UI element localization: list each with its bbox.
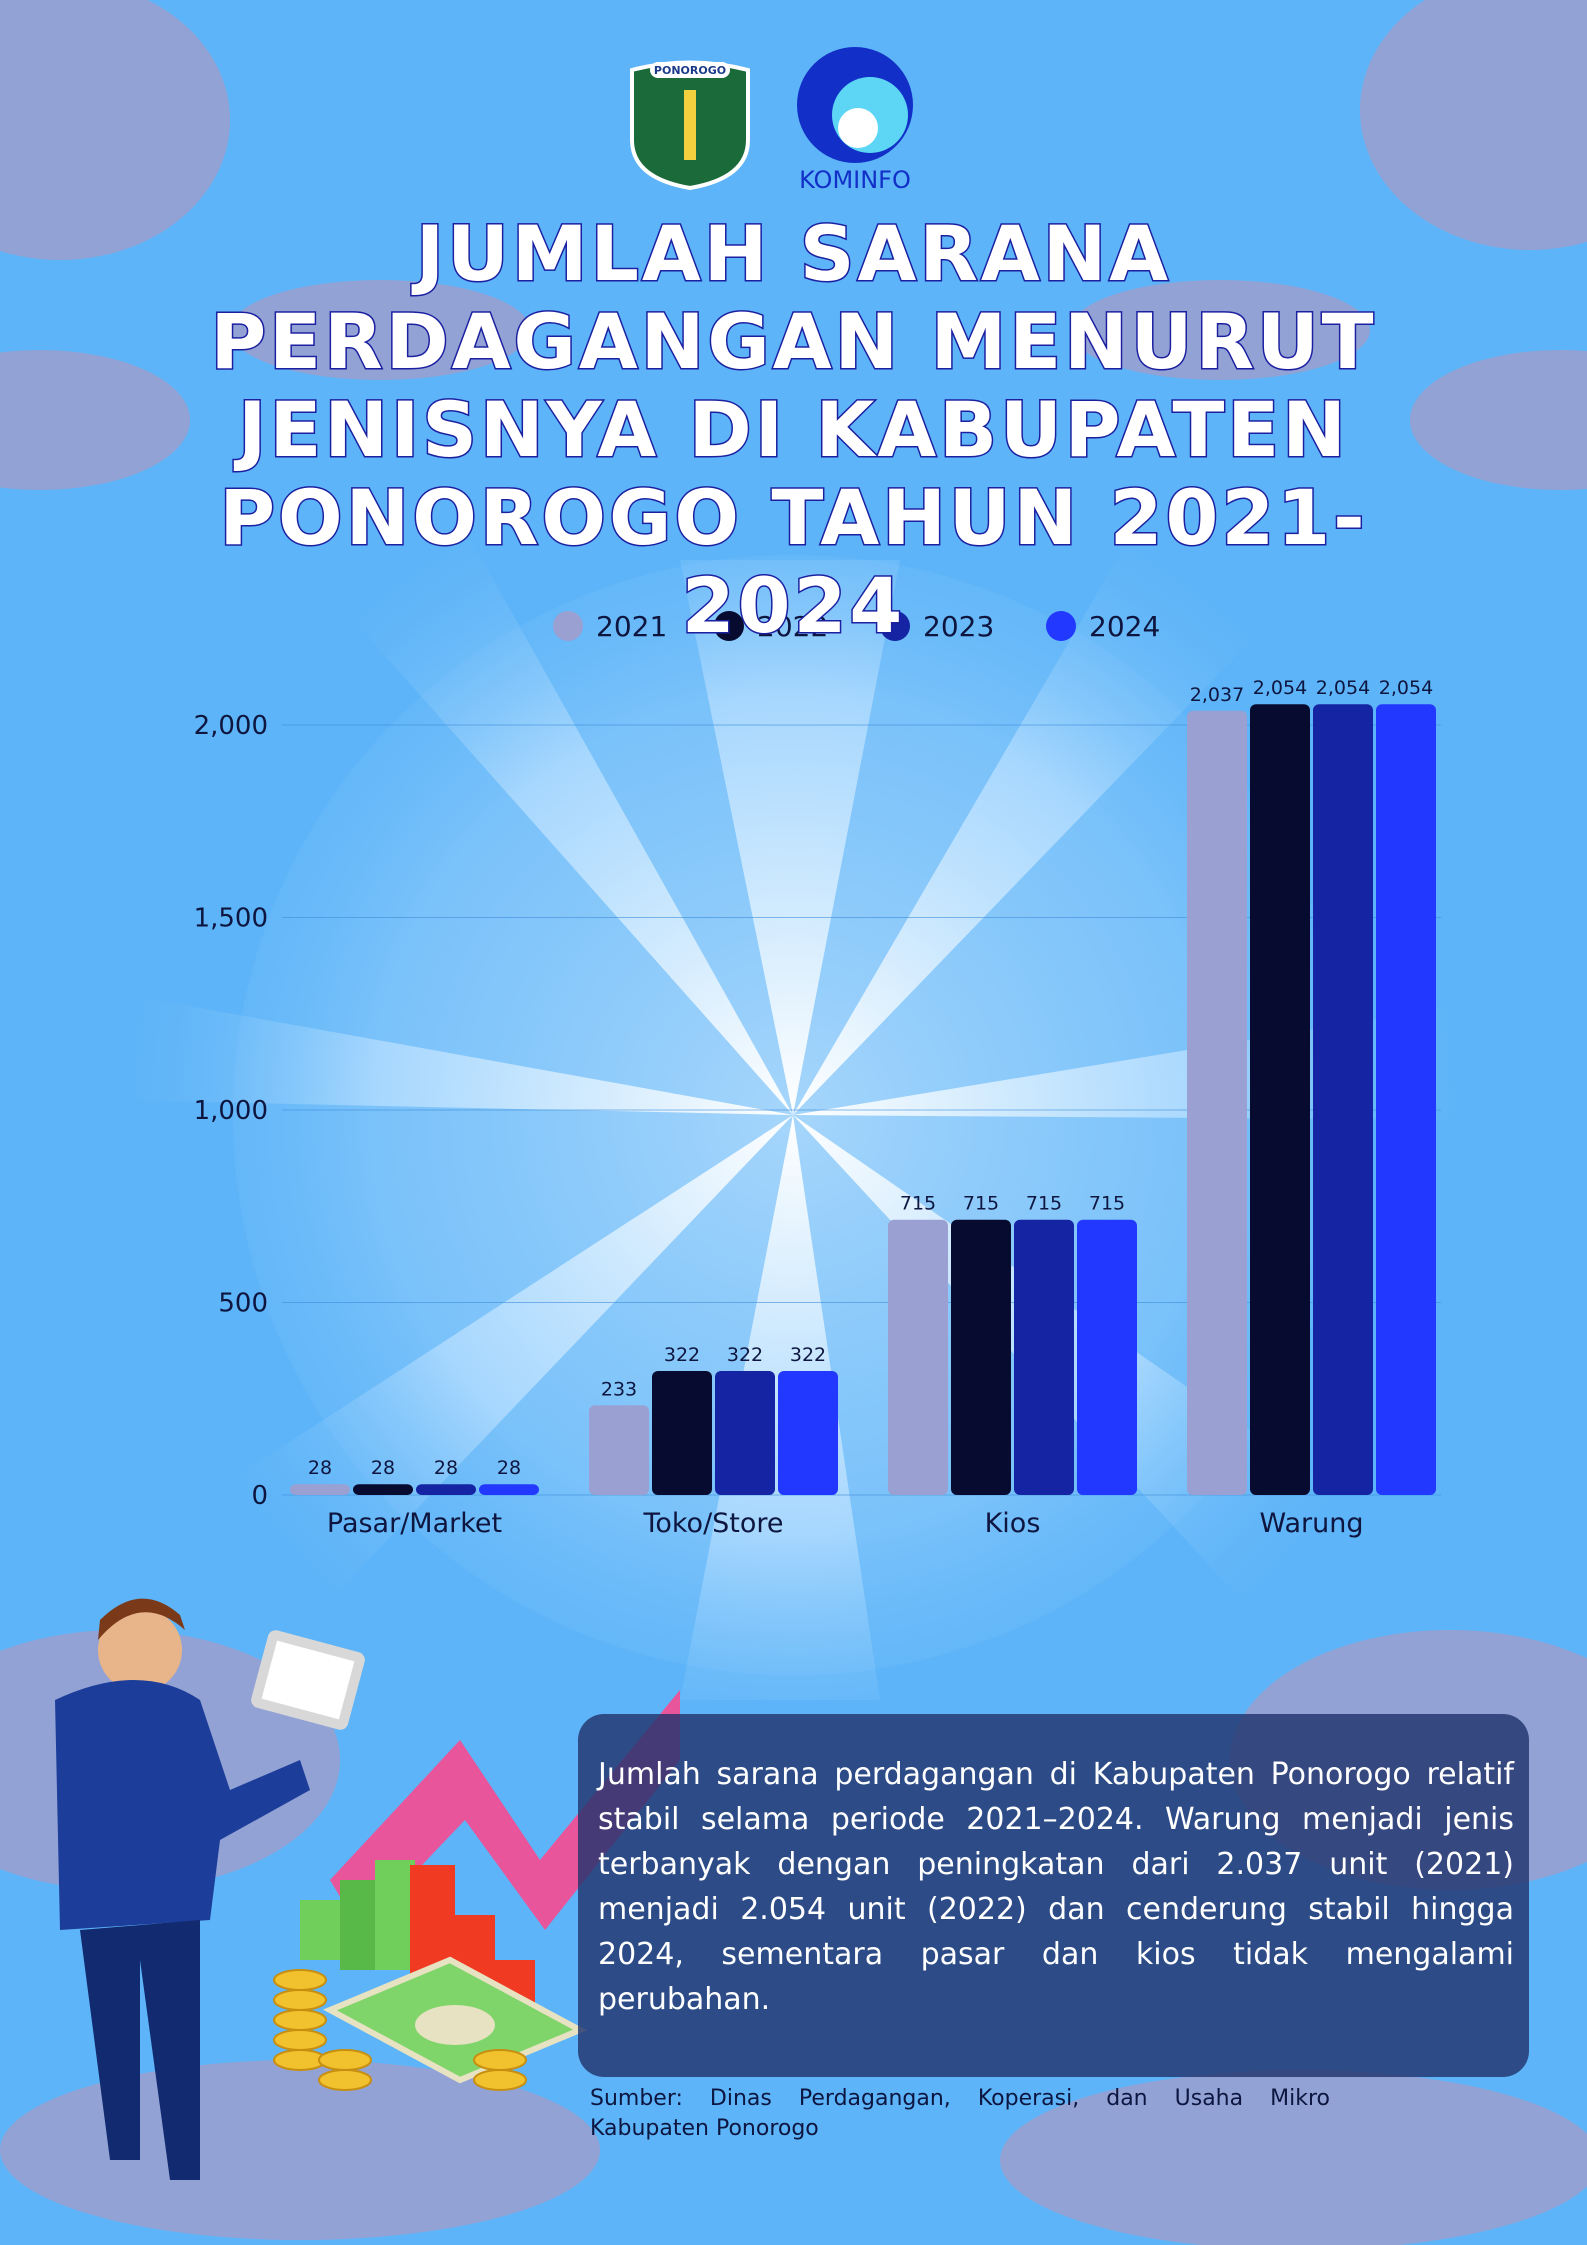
- data-label: 2,054: [1316, 677, 1370, 699]
- bar: [888, 1219, 948, 1495]
- legend-label: 2021: [596, 610, 667, 643]
- kominfo-text: KOMINFO: [799, 166, 911, 194]
- legend-label: 2022: [757, 610, 828, 643]
- y-tick-label: 2,000: [194, 711, 268, 741]
- data-label: 2,054: [1379, 677, 1433, 699]
- data-label: 28: [308, 1457, 332, 1479]
- legend-label: 2023: [923, 610, 994, 643]
- bar: [416, 1484, 476, 1495]
- emblem: PONOROGO: [630, 60, 750, 191]
- kominfo-logo: KOMINFO: [797, 47, 913, 194]
- y-tick-label: 1,000: [194, 1096, 268, 1126]
- description: Jumlah sarana perdagangan di Kabupaten P…: [598, 1757, 1514, 2017]
- y-tick-label: 500: [218, 1289, 268, 1319]
- data-label: 322: [664, 1344, 700, 1366]
- bar: [1014, 1219, 1074, 1495]
- bar: [1376, 704, 1436, 1495]
- x-tick-label: Kios: [985, 1508, 1041, 1539]
- x-tick-label: Toko/Store: [642, 1508, 783, 1539]
- data-label: 28: [371, 1457, 395, 1479]
- x-tick-label: Warung: [1260, 1508, 1364, 1539]
- bar: [290, 1484, 350, 1495]
- bar: [1250, 704, 1310, 1495]
- data-label: 322: [727, 1344, 763, 1366]
- text-box: [578, 1714, 1529, 2077]
- bar: [652, 1371, 712, 1495]
- data-label: 28: [497, 1457, 521, 1479]
- data-label: 233: [601, 1378, 637, 1400]
- data-label: 715: [1089, 1193, 1125, 1215]
- data-label: 322: [790, 1344, 826, 1366]
- bar: [1077, 1219, 1137, 1495]
- legend-swatch: [714, 611, 744, 641]
- bar: [1313, 704, 1373, 1495]
- data-label: 28: [434, 1457, 458, 1479]
- data-label: 715: [900, 1193, 936, 1215]
- data-label: 2,037: [1190, 684, 1244, 706]
- y-tick-label: 0: [251, 1481, 268, 1511]
- bar: [951, 1219, 1011, 1495]
- bar: [589, 1405, 649, 1495]
- bar: [715, 1371, 775, 1495]
- bar: [479, 1484, 539, 1495]
- chart-title: JUMLAH SARANA PERDAGANGAN MENURUT JENISN…: [209, 208, 1377, 651]
- legend-label: 2024: [1089, 610, 1160, 643]
- x-tick-label: Pasar/Market: [327, 1508, 502, 1539]
- legend-swatch: [553, 611, 583, 641]
- legend-swatch: [880, 611, 910, 641]
- source: Sumber: Dinas Perdagangan, Koperasi, dan…: [590, 2086, 1330, 2141]
- y-tick-label: 1,500: [194, 904, 268, 934]
- data-label: 715: [963, 1193, 999, 1215]
- legend-swatch: [1046, 611, 1076, 641]
- bar: [778, 1371, 838, 1495]
- emblem-text: PONOROGO: [654, 64, 726, 77]
- data-label: 715: [1026, 1193, 1062, 1215]
- bar: [1187, 710, 1247, 1495]
- bar: [353, 1484, 413, 1495]
- data-label: 2,054: [1253, 677, 1307, 699]
